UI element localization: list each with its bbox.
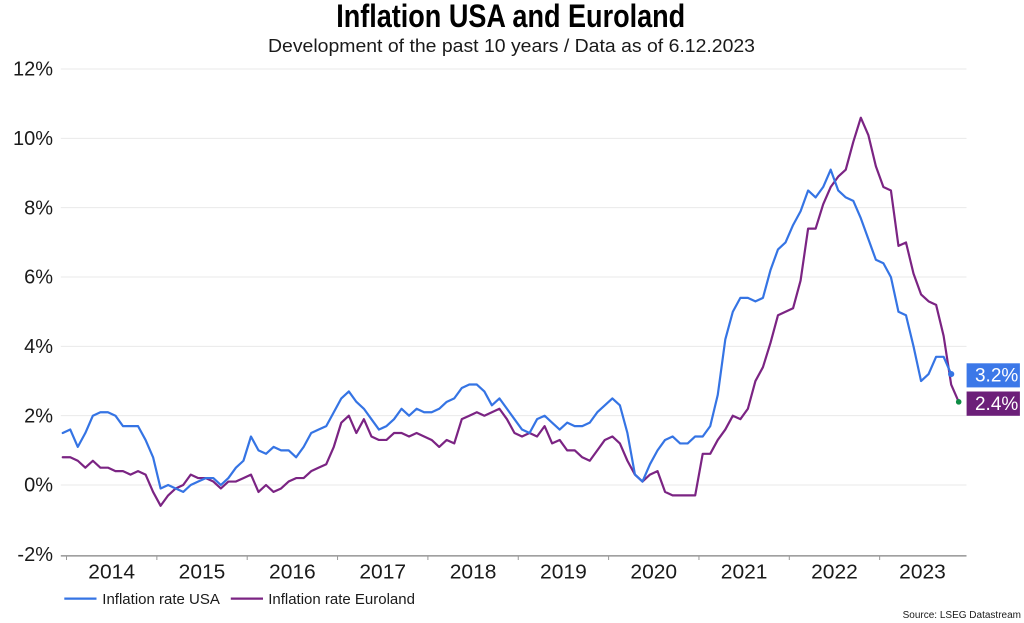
svg-text:8%: 8% (24, 197, 53, 219)
svg-text:10%: 10% (13, 128, 53, 150)
svg-text:Development of the past 10 yea: Development of the past 10 years / Data … (268, 36, 755, 56)
svg-text:2020: 2020 (630, 562, 677, 584)
svg-text:2015: 2015 (179, 562, 226, 584)
svg-text:Inflation USA and Euroland: Inflation USA and Euroland (336, 0, 685, 34)
svg-text:2%: 2% (24, 405, 53, 427)
svg-text:3.2%: 3.2% (975, 366, 1018, 387)
svg-text:2021: 2021 (721, 562, 768, 584)
svg-text:2023: 2023 (899, 562, 946, 584)
svg-text:2016: 2016 (269, 562, 316, 584)
svg-text:Inflation rate Euroland: Inflation rate Euroland (268, 591, 415, 608)
svg-text:4%: 4% (24, 336, 53, 358)
svg-text:2.4%: 2.4% (975, 394, 1018, 415)
svg-text:0%: 0% (24, 475, 53, 497)
svg-text:2017: 2017 (359, 562, 406, 584)
svg-text:2014: 2014 (88, 562, 135, 584)
svg-text:2018: 2018 (450, 562, 497, 584)
svg-text:12%: 12% (13, 59, 53, 81)
svg-text:6%: 6% (24, 267, 53, 289)
svg-text:2019: 2019 (540, 562, 587, 584)
svg-text:Source: LSEG Datastream: Source: LSEG Datastream (903, 610, 1021, 621)
svg-text:2022: 2022 (811, 562, 858, 584)
svg-text:Inflation rate USA: Inflation rate USA (102, 591, 220, 608)
svg-text:-2%: -2% (17, 544, 53, 566)
